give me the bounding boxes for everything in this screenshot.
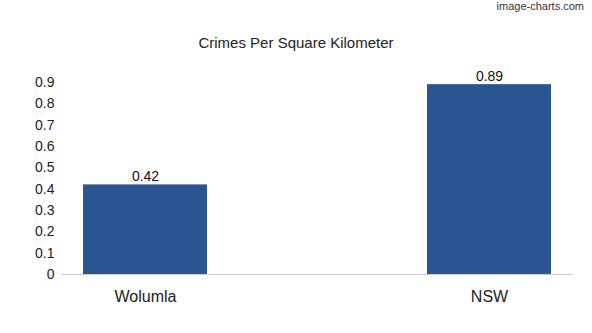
svg-text:0: 0 <box>47 266 55 282</box>
svg-text:0.8: 0.8 <box>35 95 55 111</box>
svg-text:0.7: 0.7 <box>35 117 55 133</box>
svg-text:0.2: 0.2 <box>35 223 55 239</box>
svg-text:0.9: 0.9 <box>35 74 55 90</box>
svg-text:0.42: 0.42 <box>132 168 159 184</box>
svg-text:0.89: 0.89 <box>476 68 503 84</box>
svg-text:0.5: 0.5 <box>35 159 55 175</box>
html-text:Crimes Per Square Kilometer: Crimes Per Square Kilometer <box>198 34 394 51</box>
svg-text:0.1: 0.1 <box>35 245 55 261</box>
svg-text:Wolumla: Wolumla <box>115 288 177 305</box>
svg-text:0.6: 0.6 <box>35 138 55 154</box>
svg-text:0.3: 0.3 <box>35 202 55 218</box>
svg-text:0.4: 0.4 <box>35 181 55 197</box>
html-text:image-charts.com: image-charts.com <box>496 0 584 12</box>
svg-text:NSW: NSW <box>471 288 509 305</box>
